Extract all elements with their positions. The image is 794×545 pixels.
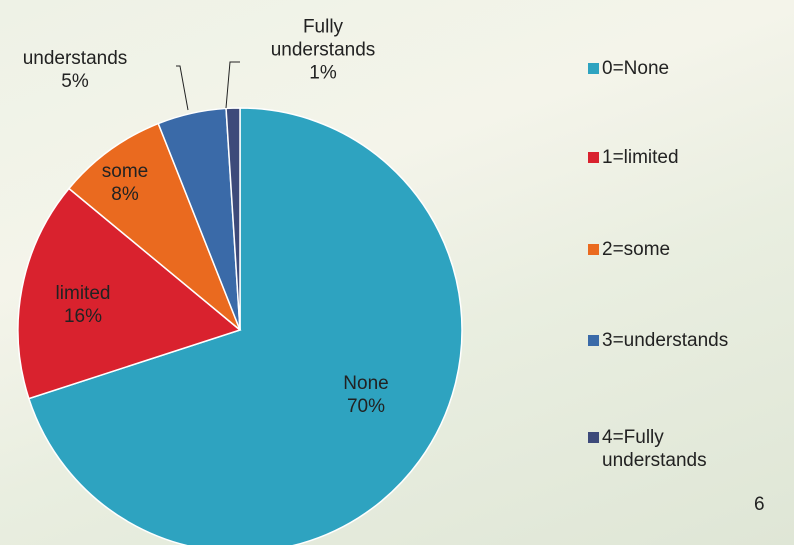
legend-swatch — [588, 432, 599, 443]
data-label: limited 16% — [56, 282, 111, 328]
data-label-value: 5% — [61, 71, 89, 92]
legend-item: 1=limited — [588, 146, 768, 169]
pie-slice — [225, 107, 241, 331]
legend-item: 4=Fully understands — [588, 426, 768, 472]
legend-label: 1=limited — [602, 147, 679, 168]
data-label-value: 16% — [63, 306, 103, 327]
page-number: 6 — [754, 494, 765, 515]
legend-label: 4=Fully understands — [602, 427, 707, 471]
data-label-value: 1% — [309, 62, 337, 84]
data-label-value: 70% — [346, 396, 386, 417]
legend-swatch — [588, 63, 599, 74]
leader-line — [225, 61, 240, 109]
legend-label: 2=some — [602, 239, 671, 260]
data-label: understands 5% — [23, 47, 128, 93]
pie-slice — [17, 187, 242, 400]
data-label-name: understands — [22, 48, 128, 69]
leader-line — [176, 65, 189, 111]
pie-slice — [67, 122, 241, 331]
legend-item: 0=None — [588, 57, 768, 80]
legend-swatch — [588, 335, 599, 346]
pie-slice — [27, 107, 463, 545]
data-label: some 8% — [102, 160, 148, 206]
data-label-name: some — [101, 161, 149, 182]
legend-label: 3=understands — [602, 330, 729, 351]
legend-label: 0=None — [602, 58, 670, 79]
data-label: Fully understands 1% — [263, 16, 383, 85]
legend-swatch — [588, 244, 599, 255]
data-label-value: 8% — [111, 184, 139, 205]
data-label-name: limited — [55, 283, 111, 304]
data-label: None 70% — [343, 372, 388, 418]
legend-swatch — [588, 152, 599, 163]
data-label-name: Fully understands — [270, 16, 376, 61]
legend-item: 3=understands — [588, 329, 768, 352]
data-label-name: None — [343, 373, 389, 394]
legend-item: 2=some — [588, 238, 768, 261]
